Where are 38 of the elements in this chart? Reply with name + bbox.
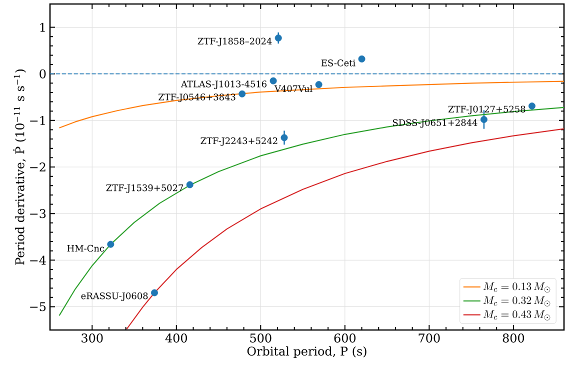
point	[480, 116, 488, 123]
point	[358, 55, 366, 62]
x-axis-title: Orbital period, P (s)	[247, 346, 366, 358]
y-tick-label: −3	[30, 209, 46, 218]
point	[315, 81, 322, 88]
y-tick-label: −1	[30, 116, 45, 125]
x-tick-label: 500	[250, 334, 272, 343]
point	[280, 134, 288, 142]
point	[528, 102, 536, 110]
annotation: ZTF-J0127+5258	[448, 106, 526, 114]
annotation: ATLAS-J1013-4516	[180, 80, 267, 90]
annotation: ZTF-J1539+5027	[106, 184, 184, 193]
annotation: ES-Ceti	[321, 60, 356, 66]
point	[186, 181, 194, 188]
point	[270, 77, 277, 84]
annotation: ZTF-J2243+5242	[200, 137, 278, 146]
annotation: HM-Cnc	[67, 244, 104, 252]
legend-label: $M_{c}=0.43\,M_{\odot}$	[483, 310, 550, 320]
y-tick-label: −2	[30, 162, 46, 172]
point	[107, 240, 114, 248]
legend-label: $M_{c}=0.32\,M_{\odot}$	[483, 296, 550, 306]
y-tick-label: −4	[30, 256, 46, 265]
x-tick-label: 800	[502, 334, 524, 343]
legend-label: $M_{c}=0.13\,M_{\odot}$	[483, 282, 550, 292]
line-series	[58, 80, 564, 128]
annotation: eRASSU-J0608	[81, 292, 148, 301]
y-axis-title: Period derivative, Ṗ (10$^{−11}$ s s$^{−1}$)	[13, 70, 26, 265]
x-tick-label: 700	[418, 334, 440, 343]
annotation: ZTF-J1858–2024	[198, 38, 272, 46]
y-tick-label: 0	[40, 69, 46, 78]
x-tick-label: 400	[165, 334, 188, 343]
y-tick-label: 1	[40, 22, 45, 32]
x-tick-label: 600	[334, 334, 356, 343]
y-tick-label: −5	[30, 302, 46, 312]
point	[274, 34, 282, 42]
x-tick-label: 300	[82, 334, 103, 343]
point	[238, 90, 246, 98]
point	[150, 289, 158, 296]
